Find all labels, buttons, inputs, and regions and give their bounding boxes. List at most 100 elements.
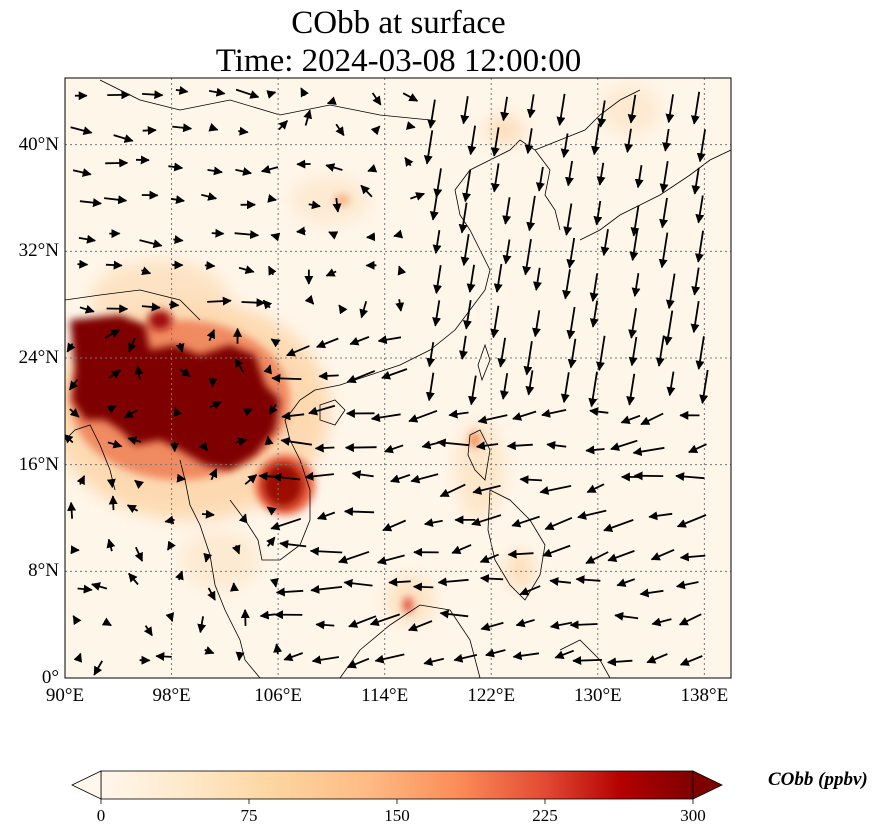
wind-arrow [512,410,537,421]
wind-arrow [628,307,638,339]
wind-arrow [407,620,433,632]
wind-arrow [502,197,512,225]
wind-arrow [627,94,637,124]
wind-arrow [367,164,378,173]
wind-arrow [279,539,307,549]
wind-arrow [631,273,641,297]
wind-arrow [460,96,470,125]
wind-arrow [634,165,644,189]
wind-arrow [209,401,223,410]
wind-arrow [272,472,301,482]
wind-arrow [600,229,610,257]
wind-arrow [198,441,209,452]
wind-arrow [142,90,164,100]
wind-arrow [432,300,442,327]
wind-arrow [382,519,407,532]
wind-arrow [472,484,501,495]
colorbar-tick-label: 75 [240,806,258,825]
wind-arrow [208,122,219,132]
wind-arrow [541,408,567,418]
wind-arrow [101,617,112,627]
wind-arrow [395,299,405,312]
wind-arrow [175,86,189,95]
wind-arrow [512,651,540,661]
wind-arrow [490,127,500,157]
wind-arrow [632,446,665,457]
wind-arrow [679,655,703,666]
wind-arrow [238,126,249,136]
wind-arrow [72,168,92,177]
wind-arrow [560,372,570,404]
wind-arrow [560,133,570,158]
wind-arrow [370,125,381,136]
wind-arrow [640,412,664,426]
colorbar-tick-label: 0 [96,806,106,825]
wind-arrow [235,167,252,176]
wind-arrow [542,544,571,558]
wind-arrow [142,125,157,135]
wind-arrow [143,625,153,637]
wind-arrow [128,572,139,586]
wind-arrow [303,109,313,126]
wind-arrow [499,373,509,400]
wind-arrow [665,94,675,124]
wind-arrow [308,404,336,416]
wind-arrow [300,87,309,98]
wind-arrow [423,130,434,165]
wind-arrow [179,367,191,377]
wind-arrow [343,507,375,517]
wind-arrow [208,378,218,388]
wind-arrow [67,501,77,519]
wind-arrow [168,162,184,172]
wind-arrow [696,129,706,163]
wind-arrow [405,121,416,130]
wind-arrow [236,437,248,447]
lat-tick-label: 8°N [28,560,59,582]
wind-arrow [436,438,470,448]
wind-arrow [429,194,439,221]
wind-arrow [66,342,76,353]
lat-tick-label: 40°N [18,133,59,155]
wind-arrow [610,439,638,451]
wind-arrow [262,299,273,310]
wind-arrow [629,229,639,262]
wind-arrow [328,231,339,240]
wind-arrow [699,369,709,404]
wind-arrow [173,235,184,245]
wind-arrow [113,134,134,143]
wind-arrow [544,516,573,531]
lon-tick-label: 114°E [361,685,409,706]
wind-arrow [646,653,668,664]
wind-arrow [197,616,207,634]
wind-arrow [270,517,302,531]
wind-arrow [311,655,340,665]
colorbar-label: CObb (ppbv) [768,769,868,790]
wind-arrow [108,495,118,511]
wind-arrow [69,408,80,418]
wind-arrow [586,483,605,494]
wind-arrow [662,128,671,152]
wind-arrow [376,554,405,565]
wind-arrow [269,577,279,588]
lat-tick-label: 16°N [18,453,59,475]
lon-tick-label: 130°E [573,685,622,706]
lon-tick-label: 90°E [45,685,85,706]
wind-arrow [338,304,348,315]
wind-arrow [490,305,500,339]
wind-arrow [103,195,128,205]
colorbar-extend-low [71,770,102,800]
wind-arrow [569,620,598,630]
wind-arrow [666,371,676,397]
wind-arrow [408,409,438,423]
wind-arrow [639,588,664,598]
wind-arrow [410,473,439,484]
wind-arrow [575,575,601,585]
wind-arrow [566,306,576,340]
wind-arrow [412,582,434,592]
wind-arrow [308,200,321,210]
wind-arrow [603,519,634,532]
wind-arrow [675,580,699,590]
wind-arrow [72,615,82,626]
wind-arrow [332,197,342,213]
wind-arrow [231,544,241,555]
